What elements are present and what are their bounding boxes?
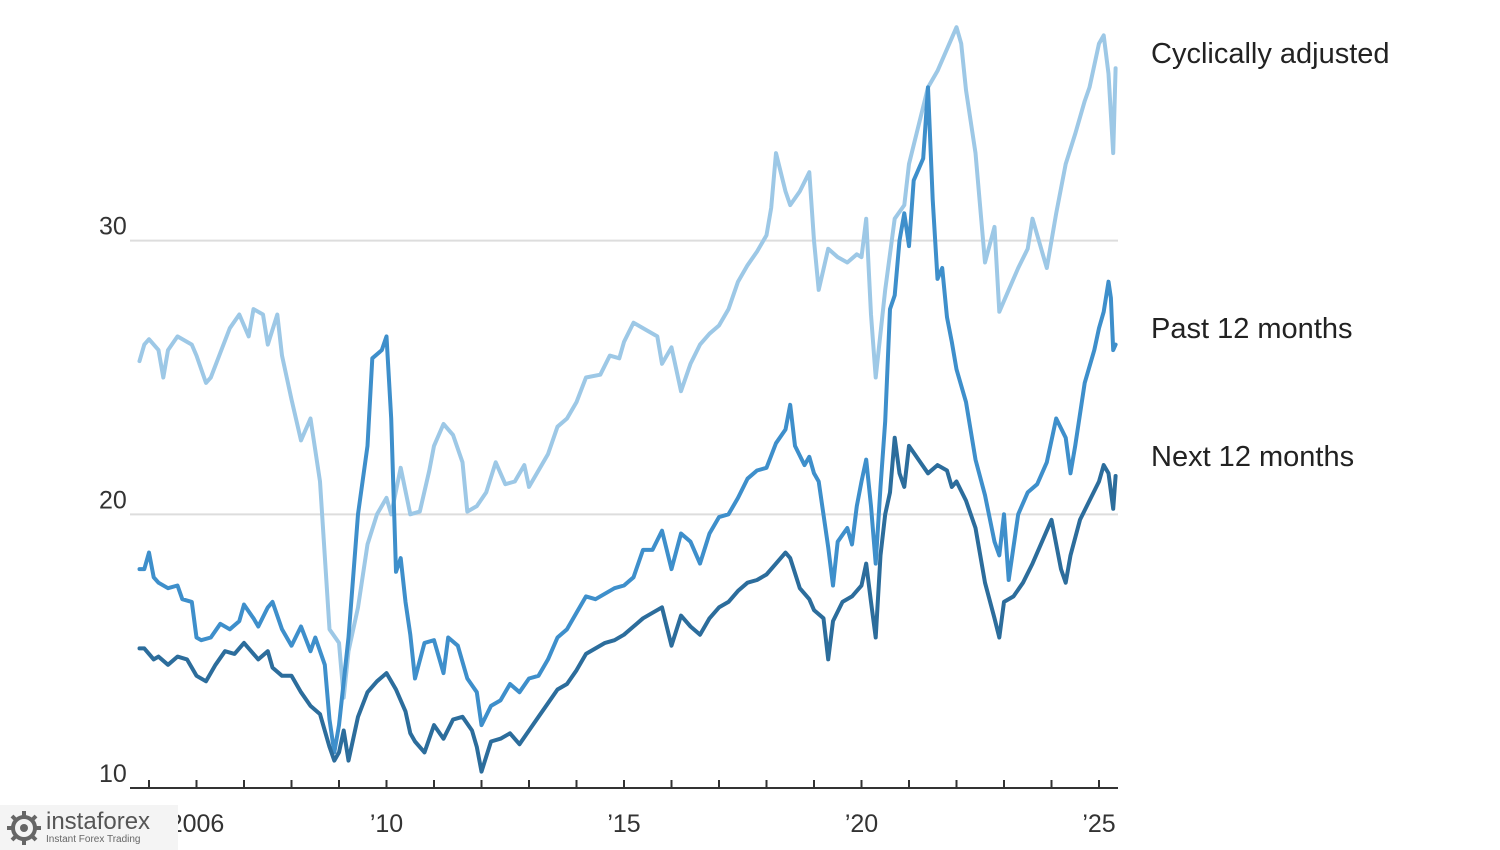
series-lines: [137, 25, 1118, 774]
x-tick-label: ’15: [607, 810, 640, 838]
x-tick-label: ’25: [1082, 810, 1115, 838]
instaforex-logo-icon: [7, 810, 41, 845]
instaforex-watermark: instaforex Instant Forex Trading: [0, 805, 178, 850]
series-labels: Cyclically adjusted Past 12 months Next …: [1151, 38, 1390, 473]
label-cyclically-adjusted: Cyclically adjusted: [1151, 38, 1390, 70]
series-line-next-12-months: [137, 435, 1118, 774]
x-tick-label: ’20: [845, 810, 878, 838]
watermark-tagline: Instant Forex Trading: [46, 833, 141, 845]
watermark-brand: instaforex: [46, 807, 151, 835]
y-tick-label: 30: [99, 213, 127, 241]
series-line-cyclically-adjusted: [137, 25, 1118, 700]
label-next-12-months: Next 12 months: [1151, 441, 1354, 473]
y-tick-label: 10: [99, 760, 127, 788]
series-line-past-12-months: [137, 85, 1118, 755]
y-axis-labels: 30 20 10: [99, 213, 127, 788]
x-tick-label: ’10: [370, 810, 403, 838]
x-axis: 2006’10’15’20’25: [130, 780, 1118, 838]
grid-lines: [130, 239, 1118, 516]
label-past-12-months: Past 12 months: [1151, 313, 1353, 345]
y-tick-label: 20: [99, 486, 127, 514]
